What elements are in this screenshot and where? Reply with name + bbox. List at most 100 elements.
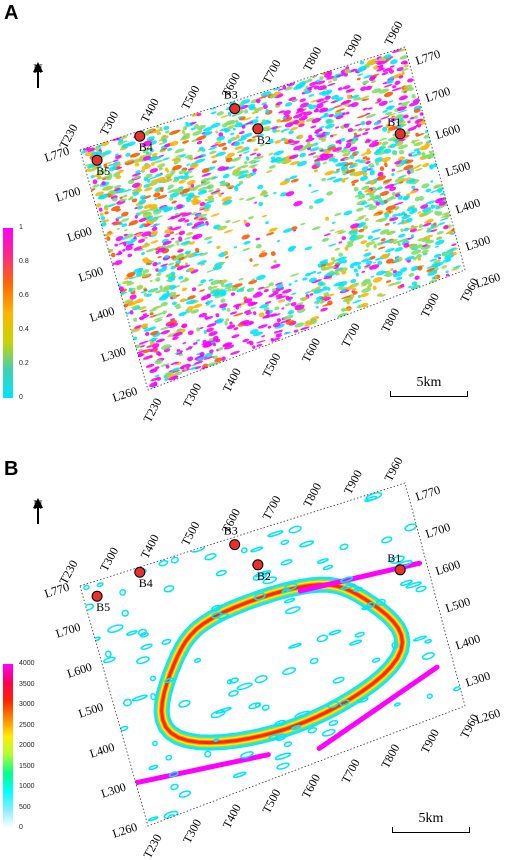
line-label: L500 (77, 700, 105, 721)
line-label: L300 (464, 668, 492, 689)
attribute-map (80, 483, 465, 826)
colorbar-tick-label: 3000 (19, 701, 35, 708)
trace-label: T900 (418, 727, 442, 756)
trace-label: T900 (341, 32, 365, 61)
panel-label: B (4, 458, 19, 480)
trace-label: T700 (338, 321, 362, 350)
well-label: B3 (224, 524, 238, 538)
line-label: L260 (474, 706, 502, 727)
colorbar-tick-label: 3500 (19, 680, 35, 688)
line-label: L600 (434, 557, 462, 578)
line-label: L400 (454, 631, 482, 652)
trace-label: T400 (138, 96, 162, 125)
trace-label: T600 (299, 336, 323, 365)
well-marker (91, 154, 103, 166)
map-b: T230 T300 T400 T500 T600 T700 T800 T900 T960T230… (43, 455, 502, 860)
well-label: B1 (387, 551, 401, 565)
trace-label: T230 (140, 396, 164, 425)
north-arrow: N (28, 62, 48, 88)
north-arrow: N (28, 498, 48, 524)
well-marker (394, 564, 406, 576)
colorbar-tick-label: 1 (19, 224, 23, 231)
attribute-map (80, 47, 465, 390)
well-marker (134, 130, 146, 142)
line-label: L700 (54, 620, 82, 641)
arrow-up-icon (33, 498, 43, 524)
colorbar-tick-label: 2000 (19, 742, 35, 749)
trace-label: T900 (341, 468, 365, 497)
line-label: L300 (99, 780, 127, 801)
line-label: L700 (424, 520, 452, 541)
trace-label: T500 (178, 83, 202, 112)
line-label: L500 (444, 594, 472, 615)
trace-label: T300 (97, 109, 121, 138)
scale-bar: 5km (390, 375, 468, 397)
trace-label: T700 (259, 493, 283, 522)
line-label: L770 (43, 144, 71, 165)
panel-label: A (4, 2, 19, 24)
colorbar-tick-label: 0.6 (19, 292, 29, 299)
trace-label: T500 (259, 787, 283, 816)
trace-label: T230 (140, 832, 164, 860)
scale-bar-label: 5km (418, 811, 444, 826)
colorbar-tick-label: 500 (19, 803, 31, 811)
colorbar (3, 664, 13, 828)
map-a: T230 T300 T400 T500 T600 T700 T800 T900 T960T230… (43, 19, 502, 425)
well-label: B5 (96, 600, 110, 614)
line-label: L600 (65, 224, 93, 245)
colorbar-tick-label: 0.4 (19, 326, 29, 333)
trace-label: T500 (259, 351, 283, 380)
line-label: L500 (444, 158, 472, 179)
trace-label: T800 (378, 742, 402, 771)
colorbar-tick-label: 0 (19, 394, 23, 401)
well-label: B3 (224, 88, 238, 102)
line-label: L700 (54, 184, 82, 205)
trace-label: T800 (300, 44, 324, 73)
trace-label: T500 (178, 519, 202, 548)
well-label: B2 (257, 133, 271, 147)
trace-label: T700 (338, 757, 362, 786)
trace-label: T300 (180, 817, 204, 846)
line-label: L770 (414, 483, 442, 504)
line-label: L260 (111, 820, 139, 841)
colorbar-tick-label: 1500 (19, 762, 35, 770)
well-marker (134, 566, 146, 578)
well-marker (91, 590, 103, 602)
line-label: L600 (434, 121, 462, 142)
well-marker (229, 539, 241, 551)
line-label: L770 (43, 580, 71, 601)
well-label: B1 (387, 115, 401, 129)
survey-outline (79, 46, 466, 391)
trace-label: T400 (138, 532, 162, 561)
colorbar (3, 228, 13, 398)
colorbar-tick-label: 0 (19, 824, 23, 831)
well-marker (229, 103, 241, 115)
arrow-up-icon (33, 62, 43, 88)
trace-label: T960 (381, 455, 405, 484)
line-label: L700 (424, 84, 452, 105)
well-marker (252, 559, 264, 571)
panel-a: T230 T300 T400 T500 T600 T700 T800 T900 T960 T230… (3, 2, 502, 425)
well-marker (252, 123, 264, 135)
line-label: L260 (111, 384, 139, 405)
well-label: B2 (257, 569, 271, 583)
trace-label: T400 (220, 802, 244, 831)
trace-label: T300 (180, 381, 204, 410)
colorbar-tick-label: 0.2 (19, 360, 29, 367)
trace-label: T700 (259, 57, 283, 86)
trace-label: T800 (378, 306, 402, 335)
line-label: L260 (474, 270, 502, 291)
trace-label: T300 (97, 545, 121, 574)
line-label: L600 (65, 660, 93, 681)
line-label: L300 (99, 344, 127, 365)
trace-label: T960 (381, 19, 405, 48)
line-label: L400 (88, 304, 116, 325)
well-label: B4 (139, 140, 153, 154)
colorbar-tick-label: 4000 (19, 660, 35, 667)
trace-label: T900 (418, 291, 442, 320)
scale-bar-line (390, 391, 468, 397)
scale-bar: 5km (392, 811, 470, 833)
trace-label: T400 (220, 366, 244, 395)
trace-label: T800 (300, 480, 324, 509)
line-label: L400 (88, 740, 116, 761)
